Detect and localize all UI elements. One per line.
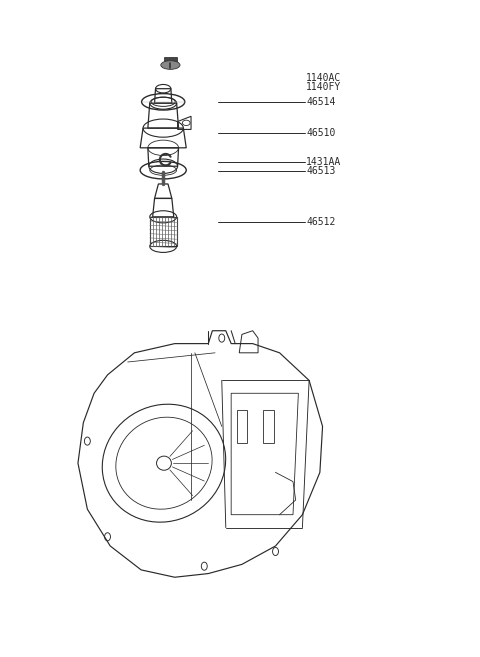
Text: 46512: 46512: [306, 217, 336, 227]
Polygon shape: [164, 57, 177, 63]
Bar: [264, 410, 274, 443]
Text: 1431AA: 1431AA: [306, 156, 341, 167]
Text: 1140AC: 1140AC: [306, 72, 341, 83]
Text: 1140FY: 1140FY: [306, 81, 341, 92]
Bar: [237, 410, 247, 443]
Text: 46510: 46510: [306, 127, 336, 138]
Text: 46514: 46514: [306, 97, 336, 107]
Ellipse shape: [161, 60, 180, 70]
Text: 46513: 46513: [306, 166, 336, 176]
